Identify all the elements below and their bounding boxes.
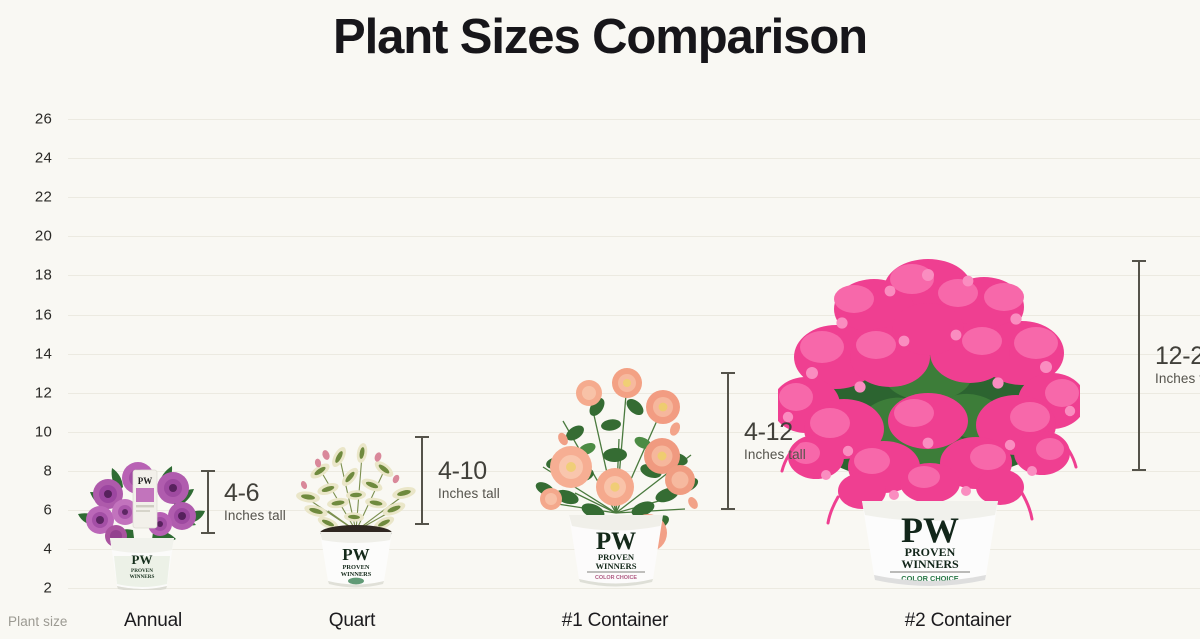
y-tick-26: 26 [34,110,52,128]
measure-label-annual: 4-6 Inches tall [224,480,286,524]
measure-stem [421,436,423,525]
measure-range: 12-24 [1155,342,1200,370]
gridline [68,275,1200,276]
y-tick-12: 12 [34,384,52,402]
gridline [68,432,1200,433]
svg-text:PROVEN: PROVEN [905,545,956,559]
svg-text:PW: PW [901,510,959,550]
gridline [68,354,1200,355]
plant-image-container-2: PW PROVEN WINNERS COLOR CHOICE [778,245,1080,590]
measure-stem [727,372,729,510]
measure-label-container-2: 12-24 Inches tall [1155,343,1200,387]
y-tick-2: 2 [43,579,52,597]
measure-unit: Inches tall [224,508,286,523]
svg-text:WINNERS: WINNERS [595,561,636,571]
measure-cap-top [415,436,429,438]
measure-unit: Inches tall [438,486,500,501]
y-tick-8: 8 [43,462,52,480]
svg-text:PW: PW [132,552,153,567]
measure-range: 4-6 [224,479,260,507]
measure-cap-top [721,372,735,374]
y-tick-22: 22 [34,188,52,206]
plant-image-container-1: PW PROVEN WINNERS COLOR CHOICE [523,363,709,590]
plant-image-annual: PW PW PROVEN WINNERS [78,452,206,590]
measure-unit: Inches tall [744,447,806,462]
measure-cap-bottom [1132,469,1146,471]
y-tick-10: 10 [34,423,52,441]
measure-stem [1138,260,1140,471]
x-tick-container-1: #1 Container [561,610,669,631]
gridline [68,588,1200,589]
measure-cap-bottom [415,523,429,525]
measure-unit: Inches tall [1155,371,1200,386]
svg-text:PW: PW [138,476,153,486]
measure-cap-bottom [201,532,215,534]
gridline [68,119,1200,120]
x-tick-container-2: #2 Container [904,610,1012,631]
measure-cap-top [1132,260,1146,262]
gridline [68,158,1200,159]
measure-cap-top [201,470,215,472]
y-tick-4: 4 [43,540,52,558]
measure-cap-bottom [721,508,735,510]
measure-label-container-1: 4-12 Inches tall [744,419,806,463]
svg-text:WINNERS: WINNERS [341,571,372,578]
page-title: Plant Sizes Comparison [333,10,868,64]
y-tick-14: 14 [34,345,52,363]
y-tick-16: 16 [34,306,52,324]
svg-text:PROVEN: PROVEN [131,568,153,574]
svg-text:PW: PW [596,528,636,555]
svg-text:WINNERS: WINNERS [901,557,959,571]
y-tick-24: 24 [34,149,52,167]
measure-stem [207,470,209,534]
svg-text:COLOR CHOICE: COLOR CHOICE [901,574,959,583]
plant-image-quart: PW PROVEN WINNERS [292,433,420,590]
measure-label-quart: 4-10 Inches tall [438,458,500,502]
svg-text:COLOR CHOICE: COLOR CHOICE [595,575,637,581]
svg-text:PROVEN: PROVEN [343,564,370,571]
x-axis-title: Plant size [8,614,68,629]
x-tick-quart: Quart [328,610,376,631]
svg-text:PW: PW [342,545,369,564]
measure-range: 4-10 [438,457,487,485]
gridline [68,197,1200,198]
y-tick-18: 18 [34,266,52,284]
y-tick-20: 20 [34,227,52,245]
svg-text:WINNERS: WINNERS [130,574,155,580]
svg-text:PROVEN: PROVEN [598,552,635,562]
y-tick-6: 6 [43,501,52,519]
gridline [68,315,1200,316]
x-tick-annual: Annual [124,610,182,631]
measure-range: 4-12 [744,418,793,446]
gridline [68,236,1200,237]
